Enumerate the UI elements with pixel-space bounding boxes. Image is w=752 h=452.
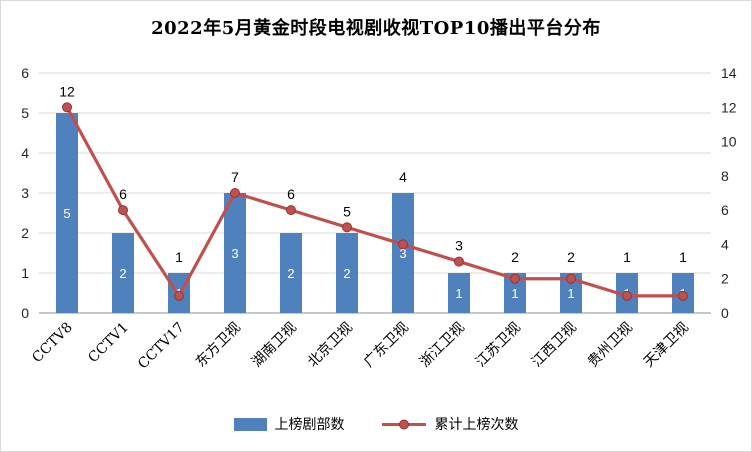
- right-axis-tick-label: 2: [721, 271, 729, 287]
- legend-line-label: 累计上榜次数: [434, 417, 519, 433]
- right-axis-tick-label: 10: [721, 134, 737, 150]
- x-axis-category-label: 北京卫视: [305, 320, 356, 371]
- bar-series-swatch: [233, 417, 267, 431]
- line-marker: [286, 205, 296, 216]
- line-value-label: 2: [511, 249, 519, 265]
- left-axis-tick-label: 2: [21, 225, 29, 241]
- bar-广东卫视: [392, 193, 414, 313]
- right-axis-tick-label: 8: [721, 168, 729, 184]
- line-value-label: 1: [175, 249, 183, 265]
- line-value-label: 7: [231, 169, 239, 185]
- bar-CCTV8: [56, 113, 78, 313]
- line-marker: [454, 256, 464, 267]
- legend-bar-label: 上榜剧部数: [274, 417, 345, 433]
- x-axis-category-label: 江苏卫视: [473, 320, 524, 371]
- left-axis-tick-label: 6: [21, 65, 29, 81]
- line-value-label: 4: [399, 169, 407, 185]
- line-value-label: 6: [119, 186, 127, 202]
- line-series: [65, 106, 683, 298]
- x-axis-category-label: CCTV8: [29, 320, 76, 367]
- bar-value-label: 2: [343, 266, 350, 281]
- chart-title: 2022年5月黄金时段电视剧收视TOP10播出平台分布: [151, 18, 601, 39]
- right-axis-tick-label: 6: [721, 202, 729, 218]
- bar-value-label: 3: [399, 246, 406, 261]
- bar-浙江卫视: [448, 273, 470, 313]
- line-value-label: 1: [623, 249, 631, 265]
- line-value-label: 12: [59, 83, 75, 99]
- right-axis-tick-label: 0: [721, 305, 729, 321]
- x-axis-category-label: 贵州卫视: [585, 320, 636, 371]
- bar-北京卫视: [336, 233, 358, 313]
- x-axis-category-label: 湖南卫视: [249, 320, 300, 371]
- bar-value-label: 1: [455, 286, 462, 301]
- right-axis-tick-label: 12: [721, 99, 737, 115]
- bar-value-label: 5: [63, 206, 70, 221]
- bar-value-label: 1: [567, 286, 574, 301]
- line-marker: [342, 222, 352, 233]
- right-axis-tick-label: 14: [721, 65, 737, 81]
- legend: 上榜剧部数 累计上榜次数: [1, 414, 751, 434]
- line-series-swatch: [381, 419, 426, 429]
- line-value-label: 6: [287, 186, 295, 202]
- right-axis-tick-label: 4: [721, 236, 729, 252]
- line-marker: [118, 205, 128, 216]
- x-axis-category-label: CCTV1: [85, 320, 132, 367]
- x-axis-category-label: 广东卫视: [361, 320, 412, 371]
- line-value-label: 3: [455, 238, 463, 254]
- left-axis-tick-label: 4: [21, 145, 29, 161]
- line-value-label: 2: [567, 249, 575, 265]
- line-marker: [566, 273, 576, 284]
- line-marker: [62, 102, 72, 113]
- bar-value-label: 3: [231, 246, 238, 261]
- bar-东方卫视: [224, 193, 246, 313]
- x-axis-category-label: 浙江卫视: [417, 320, 468, 371]
- x-axis-category-label: CCTV17: [135, 320, 188, 373]
- legend-item-bar-series: 上榜剧部数: [233, 414, 345, 434]
- line-marker: [678, 290, 688, 301]
- line-marker: [622, 290, 632, 301]
- x-axis-category-label: 东方卫视: [193, 320, 244, 371]
- line-marker: [174, 290, 184, 301]
- line-marker: [230, 188, 240, 198]
- line-marker: [398, 239, 408, 250]
- bar-江西卫视: [560, 273, 582, 313]
- legend-item-line-series: 累计上榜次数: [381, 414, 519, 434]
- line-value-label: 1: [679, 249, 687, 265]
- line-marker: [510, 273, 520, 284]
- bar-value-label: 2: [119, 266, 126, 281]
- bar-value-label: 2: [287, 266, 294, 281]
- x-axis-category-label: 江西卫视: [529, 320, 580, 371]
- left-axis-tick-label: 0: [21, 305, 29, 321]
- x-axis-category-label: 天津卫视: [641, 320, 692, 371]
- bar-江苏卫视: [504, 273, 526, 313]
- bar-value-label: 1: [511, 286, 518, 301]
- left-axis-tick-label: 1: [21, 265, 29, 281]
- left-axis-tick-label: 3: [21, 185, 29, 201]
- bar-湖南卫视: [280, 233, 302, 313]
- left-axis-tick-label: 5: [21, 105, 29, 121]
- line-value-label: 5: [343, 203, 351, 219]
- bar-CCTV1: [112, 233, 134, 313]
